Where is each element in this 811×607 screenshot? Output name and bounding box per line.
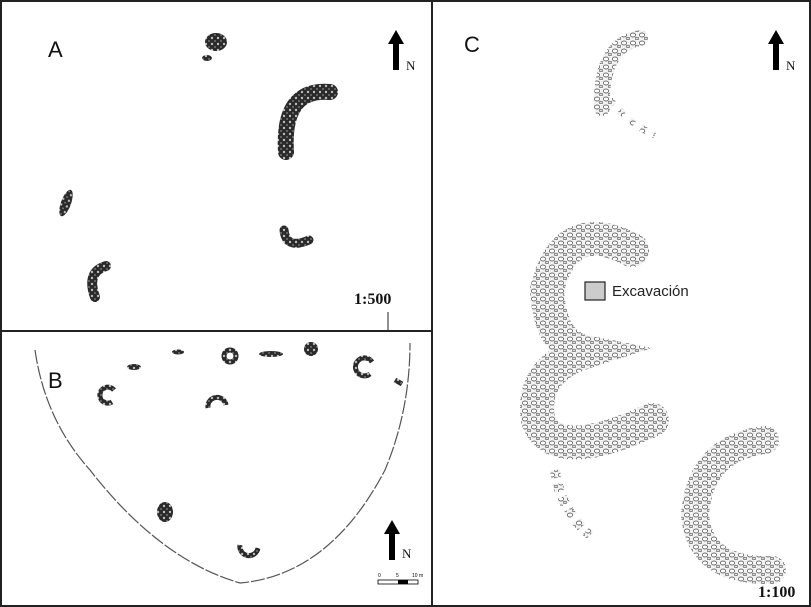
scale-label: 1:500 (354, 291, 391, 308)
scale-label: 1:100 (758, 584, 795, 601)
stone-ring (87, 261, 111, 302)
stone-ring (221, 347, 239, 365)
stone-cluster (157, 502, 173, 522)
stone-cluster (59, 189, 73, 217)
stone-cluster (205, 33, 227, 51)
panel-label: B (48, 368, 63, 393)
panel-b: B N 0 5 10 m (34, 342, 423, 585)
stone-cluster (259, 351, 283, 357)
stone-ring (520, 221, 669, 460)
stone-ring (393, 377, 404, 387)
north-arrow (384, 520, 400, 560)
stone-ring (237, 544, 261, 559)
north-label: N (402, 546, 412, 561)
panel-a: A N 1:500 (48, 30, 416, 330)
stone-cluster (202, 55, 212, 61)
panel-label: C (464, 32, 480, 57)
stone-ring (680, 426, 786, 585)
stone-scatter (550, 469, 594, 539)
stone-scatter (607, 97, 657, 139)
north-label: N (406, 58, 416, 73)
scale-bar-label: 0 (378, 573, 381, 579)
stone-cluster (127, 364, 141, 370)
stone-ring (593, 30, 648, 116)
stone-ring (97, 384, 116, 406)
stone-ring (353, 355, 375, 379)
panel-c: C N Excavación 1:100 (464, 30, 796, 601)
stone-cluster (172, 349, 184, 355)
scale-bar (398, 580, 408, 584)
site-boundary (34, 342, 411, 584)
scale-bar-label: 10 m (412, 573, 423, 579)
north-label: N (786, 58, 796, 73)
scale-bar-label: 5 (396, 573, 399, 579)
legend-label: Excavación (612, 283, 689, 300)
panel-label: A (48, 37, 63, 62)
excavation-area (584, 281, 606, 301)
north-arrow (768, 30, 784, 70)
stone-cluster (304, 342, 318, 356)
stone-ring (277, 83, 338, 160)
stone-ring (205, 394, 229, 409)
north-arrow (388, 30, 404, 70)
stone-ring (279, 225, 314, 248)
